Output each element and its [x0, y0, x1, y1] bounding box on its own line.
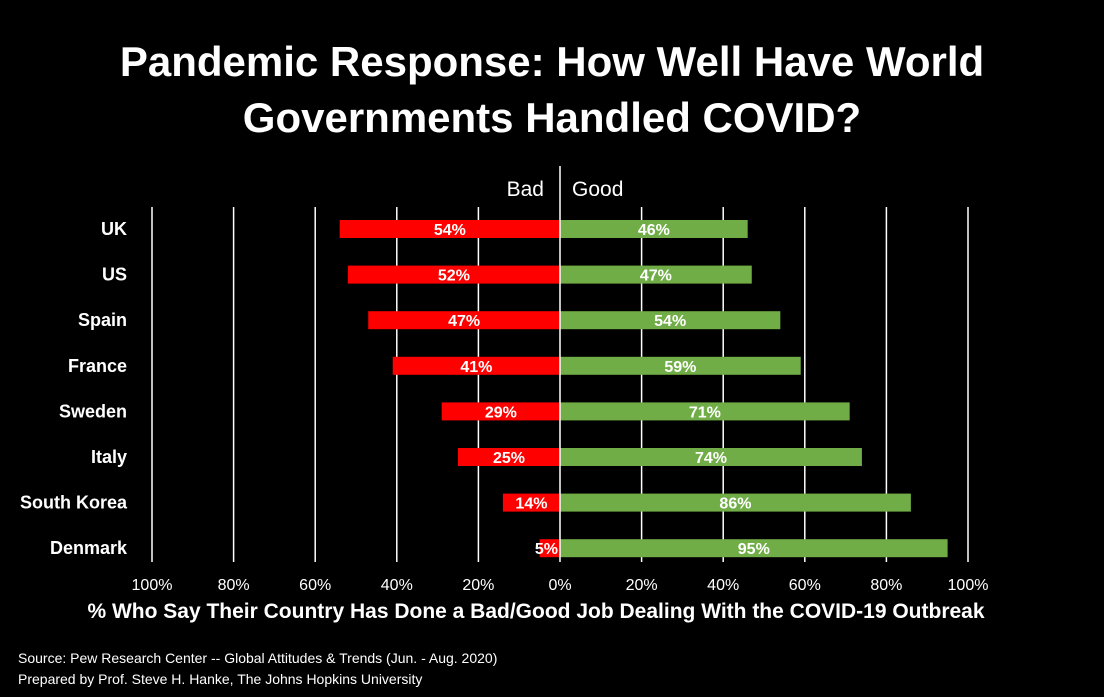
data-label-bad: 29%	[485, 404, 517, 421]
data-label-bad: 47%	[448, 313, 480, 330]
bars	[339, 220, 948, 558]
bar-good	[560, 402, 850, 421]
category-label: UK	[101, 219, 127, 239]
category-label: Sweden	[59, 401, 127, 421]
source-note: Source: Pew Research Center -- Global At…	[18, 650, 498, 666]
data-label-good: 54%	[654, 313, 686, 330]
data-label-bad: 54%	[434, 222, 466, 239]
bar-bad	[347, 265, 560, 284]
bar-bad	[392, 356, 560, 375]
data-label-bad: 41%	[460, 359, 492, 376]
data-label-good: 74%	[695, 450, 727, 467]
x-tick-label: 60%	[789, 577, 821, 594]
bar-good	[560, 448, 862, 466]
x-tick-label: 40%	[707, 577, 739, 594]
category-label: France	[68, 356, 127, 376]
x-tick-label: 0%	[548, 577, 571, 594]
data-label-good: 95%	[738, 541, 770, 558]
bad-header: Bad	[507, 178, 544, 201]
x-axis-label: % Who Say Their Country Has Done a Bad/G…	[87, 600, 985, 623]
x-tick-label: 100%	[948, 577, 989, 594]
data-label-good: 59%	[664, 359, 696, 376]
bar-bad	[368, 311, 560, 330]
bar-good	[560, 265, 752, 284]
x-tick-label: 20%	[462, 577, 494, 594]
bar-bad	[441, 402, 560, 421]
bar-good	[560, 356, 801, 375]
chart-title-line-2: Governments Handled COVID?	[242, 94, 862, 141]
good-header: Good	[572, 178, 623, 201]
bar-good	[560, 220, 748, 238]
bar-good	[560, 539, 948, 558]
x-tick-label: 80%	[870, 577, 902, 594]
data-label-bad: 25%	[493, 450, 525, 467]
x-tick-label: 40%	[381, 577, 413, 594]
prepared-by-note: Prepared by Prof. Steve H. Hanke, The Jo…	[18, 671, 423, 687]
bar-bad	[502, 493, 560, 512]
bar-bad	[539, 539, 560, 558]
bar-good	[560, 493, 911, 512]
x-tick-label: 20%	[626, 577, 658, 594]
x-tick-label: 80%	[218, 577, 250, 594]
category-label: US	[102, 265, 127, 285]
data-label-good: 46%	[638, 222, 670, 239]
data-label-bad: 14%	[515, 496, 547, 513]
category-label: Spain	[78, 310, 127, 330]
data-label-good: 71%	[689, 404, 721, 421]
bar-good	[560, 311, 781, 330]
data-label-bad: 52%	[438, 268, 470, 285]
x-tick-label: 60%	[299, 577, 331, 594]
category-label: Denmark	[50, 538, 128, 558]
chart-title-line-1: Pandemic Response: How Well Have World	[119, 38, 985, 85]
x-tick-label: 100%	[132, 577, 173, 594]
bar-bad	[339, 220, 560, 238]
bar-bad	[458, 448, 560, 466]
labels: 100% 80% 60% 40% 20% 0% 20% 40% 60% 80% 100% UK 54% 4…	[20, 178, 988, 594]
data-label-good: 86%	[719, 496, 751, 513]
data-label-bad: 5%	[535, 541, 558, 558]
category-label: Italy	[91, 447, 127, 467]
data-label-good: 47%	[640, 268, 672, 285]
category-label: South Korea	[20, 493, 128, 513]
